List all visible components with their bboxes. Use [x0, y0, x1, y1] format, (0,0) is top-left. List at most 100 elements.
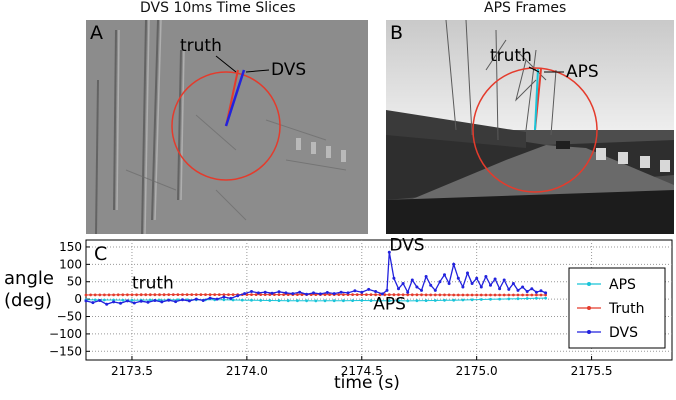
truth-point [433, 293, 437, 297]
truth-point [112, 293, 115, 297]
aps-point [351, 299, 354, 302]
truth-point [250, 293, 253, 296]
dvs-point [534, 290, 538, 294]
dvs-point [332, 292, 336, 296]
truth-point [245, 293, 249, 296]
aps-point [369, 299, 373, 302]
panel-b-aps-label: APS [566, 62, 599, 82]
dvs-point [84, 299, 88, 303]
aps-point [525, 297, 529, 300]
truth-point [135, 293, 139, 297]
aps-point [305, 299, 308, 303]
truth-point [130, 293, 134, 297]
aps-point [222, 298, 226, 302]
legend-label-aps: APS [609, 277, 636, 293]
truth-point [144, 293, 148, 297]
dvs-point [139, 299, 143, 303]
truth-point [139, 293, 143, 297]
aps-point [314, 299, 318, 303]
legend-label-dvs: DVS [609, 325, 638, 341]
dvs-point [201, 299, 205, 302]
dvs-line [224, 69, 246, 127]
dvs-point [208, 296, 212, 300]
truth-point [126, 293, 129, 297]
aps-image [386, 20, 674, 234]
truth-point [521, 293, 524, 297]
aps-point [461, 298, 465, 302]
aps-point [387, 299, 391, 303]
truth-point [263, 293, 267, 296]
dvs-point [91, 301, 95, 305]
truth-point [447, 293, 451, 297]
dvs-point [498, 287, 502, 291]
aps-point [489, 297, 492, 301]
dvs-point [181, 298, 184, 302]
aps-point [277, 299, 281, 302]
truth-point [153, 293, 157, 297]
dvs-point [521, 285, 525, 289]
truth-point [470, 293, 474, 297]
dvs-point [353, 289, 357, 293]
truth-point [456, 293, 460, 297]
dvs-point [525, 290, 529, 293]
dvs-point [305, 292, 309, 296]
truth-point [148, 293, 152, 297]
y-tick-label: 0 [74, 292, 82, 306]
x-tick-label: 2174.5 [341, 364, 383, 378]
y-axis-label: angle (deg) [4, 268, 54, 311]
truth-point [273, 293, 276, 296]
dvs-point [112, 300, 116, 304]
aps-point [240, 298, 244, 302]
y-tick-label: 150 [59, 240, 82, 254]
truth-point [387, 293, 391, 297]
truth-point [479, 293, 483, 297]
dvs-point [367, 287, 371, 291]
legend-marker-truth [587, 306, 591, 310]
truth-point [231, 293, 235, 296]
truth-point [171, 293, 175, 296]
truth-point [199, 293, 203, 296]
truth-point [369, 293, 373, 296]
dvs-point [489, 283, 492, 287]
truth-point [507, 293, 511, 297]
truth-point [502, 293, 506, 297]
truth-point [365, 293, 368, 296]
dvs-point [466, 271, 469, 275]
dvs-point [415, 285, 419, 289]
dvs-point [385, 288, 389, 292]
dvs-point [277, 290, 281, 294]
truth-point [383, 293, 387, 297]
dvs-point [380, 292, 384, 296]
dvs-point [374, 290, 378, 293]
dvs-point [387, 250, 391, 254]
dvs-point [229, 296, 233, 300]
y-tick-label: 50 [67, 275, 82, 289]
aps-point [360, 299, 364, 302]
panel-b-letter: B [390, 22, 404, 44]
y-tick-label: −100 [49, 327, 82, 341]
truth-point [286, 293, 290, 296]
panel-b-truth-label: truth [490, 46, 532, 66]
truth-point [392, 293, 396, 297]
truth-point [342, 293, 345, 296]
truth-point [475, 293, 479, 297]
dvs-point [284, 291, 288, 295]
truth-point [539, 293, 543, 297]
dvs-point [325, 291, 329, 294]
dvs-point [146, 300, 150, 304]
truth-point [194, 293, 198, 296]
aps-point [535, 296, 538, 300]
aps-point [121, 298, 125, 302]
dvs-point [530, 287, 534, 291]
truth-point [516, 293, 520, 297]
dvs-point [236, 294, 240, 298]
truth-point [355, 293, 359, 296]
dvs-point [470, 282, 474, 285]
dvs-point [438, 280, 442, 284]
truth-point [397, 293, 400, 297]
aps-point [378, 299, 382, 303]
dvs-point [167, 298, 171, 302]
aps-point [479, 298, 483, 301]
truth-point [213, 293, 217, 296]
dvs-point [291, 292, 295, 296]
